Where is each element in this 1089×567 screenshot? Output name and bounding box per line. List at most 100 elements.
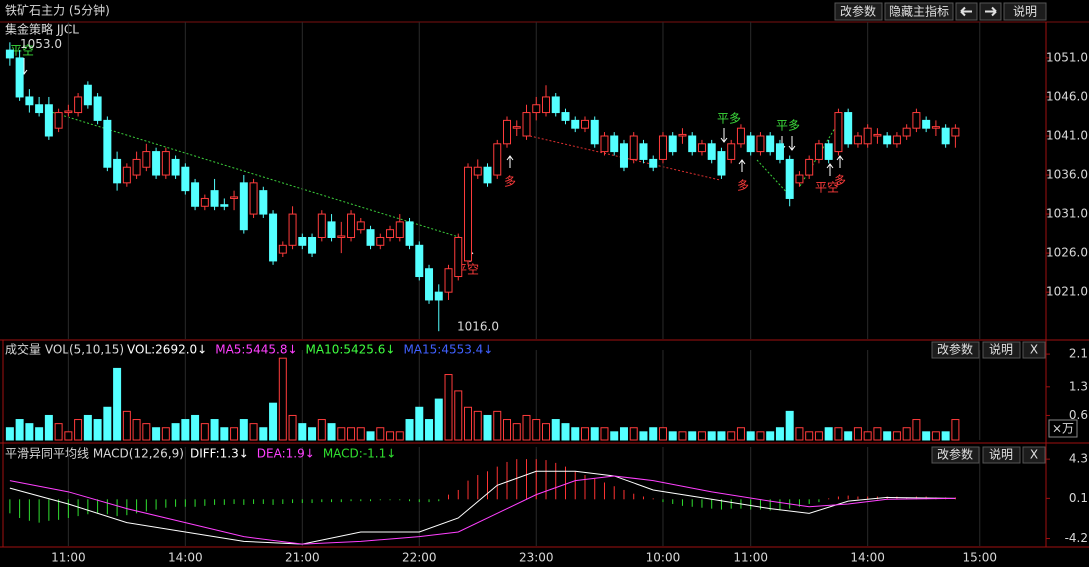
button-label[interactable]: X: [1030, 448, 1038, 462]
candle-body: [210, 190, 219, 207]
candle-body: [551, 96, 560, 114]
candle-body: [922, 119, 931, 129]
candle-body: [766, 135, 775, 153]
candle-body: [580, 119, 589, 129]
indicator-title: 集金策略 JJCL: [5, 22, 79, 37]
signal-label: 平多: [776, 119, 800, 133]
y-tick-label: 0.6: [1069, 408, 1088, 422]
candle-body: [93, 96, 102, 121]
volume-bar: [795, 427, 804, 441]
candle-body: [444, 268, 453, 293]
indicator-title: 成交量 VOL(5,10,15): [5, 342, 124, 357]
x-tick-label: 10:00: [646, 551, 681, 565]
volume-bar: [5, 427, 14, 441]
volume-bar: [863, 431, 872, 441]
button[interactable]: 说明: [982, 446, 1021, 464]
volume-bar: [590, 427, 599, 441]
button-label[interactable]: 说明: [989, 342, 1013, 357]
candle-body: [697, 143, 706, 153]
volume-bar: [239, 419, 248, 441]
button-label[interactable]: 隐藏主指标: [889, 4, 949, 19]
arrow-right-icon[interactable]: [985, 6, 997, 17]
candle-body: [707, 143, 716, 160]
candle-body: [366, 229, 375, 246]
arrow-left-icon[interactable]: [960, 6, 972, 17]
volume-bar: [580, 427, 589, 441]
volume-bar: [922, 431, 931, 441]
candle-body: [678, 133, 687, 137]
candle-body: [425, 268, 434, 301]
candle-body: [951, 127, 960, 137]
volume-bar: [649, 427, 658, 441]
button[interactable]: 隐藏主指标: [884, 2, 954, 21]
candle-body: [181, 166, 190, 192]
y-tick-label: 1031.0: [1046, 207, 1088, 221]
volume-bar: [152, 427, 161, 441]
macd-line: [9, 470, 956, 545]
candle-body: [658, 135, 667, 160]
candle-body: [610, 135, 619, 153]
volume-bar: [259, 427, 268, 441]
button[interactable]: [955, 2, 978, 21]
volume-bar: [181, 419, 190, 441]
candle-body: [717, 151, 726, 176]
volume-bar: [44, 414, 53, 441]
volume-bar: [493, 410, 502, 441]
window-title: 铁矿石主力 (5分钟): [5, 3, 110, 18]
candle-body: [161, 151, 170, 176]
button-label[interactable]: 改参数: [937, 447, 973, 462]
candle-body: [512, 126, 521, 129]
x-tick-label: 14:00: [850, 551, 885, 565]
candle-body: [415, 244, 424, 278]
candle-body: [54, 112, 63, 129]
candle-body: [434, 291, 443, 301]
volume-bar: [444, 374, 453, 441]
volume-bar: [483, 414, 492, 441]
candle-body: [473, 166, 482, 176]
legend-label: VOL:2692.0↓: [127, 343, 207, 357]
volume-bar: [64, 431, 73, 441]
volume-bar: [356, 427, 365, 441]
volume-bar: [814, 431, 823, 441]
volume-bar: [376, 427, 385, 441]
candle-body: [395, 221, 404, 238]
candle-body: [561, 112, 570, 121]
candle-body: [200, 197, 209, 207]
volume-bar: [337, 427, 346, 441]
volume-bar: [834, 427, 843, 441]
button[interactable]: X: [1022, 341, 1046, 359]
button-label[interactable]: 说明: [1013, 4, 1037, 19]
volume-bar: [892, 431, 901, 441]
candle-body: [142, 151, 151, 168]
candle-body: [298, 236, 307, 246]
candle-body: [220, 204, 229, 207]
price-label: 1053.0: [20, 37, 62, 51]
volume-bar: [600, 427, 609, 441]
candle-body: [483, 166, 492, 184]
button[interactable]: 改参数: [931, 446, 980, 464]
button[interactable]: 改参数: [931, 341, 980, 359]
unit-label: ×万: [1052, 422, 1074, 436]
volume-bar: [775, 427, 784, 441]
volume-bar: [454, 390, 463, 441]
button[interactable]: 改参数: [834, 2, 883, 21]
button[interactable]: [979, 2, 1002, 21]
candle-body: [775, 143, 784, 160]
volume-bar: [756, 431, 765, 441]
candle-body: [113, 158, 122, 184]
button[interactable]: X: [1022, 446, 1046, 464]
volume-bar: [210, 419, 219, 441]
x-tick-label: 11:00: [733, 551, 768, 565]
button-label[interactable]: X: [1030, 343, 1038, 357]
candle-body: [35, 104, 44, 114]
button-label[interactable]: 改参数: [937, 342, 973, 357]
button[interactable]: 说明: [1003, 2, 1047, 21]
volume-bar: [278, 357, 287, 441]
candle-body: [532, 104, 541, 114]
button-label[interactable]: 说明: [989, 447, 1013, 462]
signal-label: 平多: [717, 112, 741, 126]
button[interactable]: 说明: [982, 341, 1021, 359]
button-label[interactable]: 改参数: [840, 4, 876, 19]
volume-bar: [425, 419, 434, 441]
